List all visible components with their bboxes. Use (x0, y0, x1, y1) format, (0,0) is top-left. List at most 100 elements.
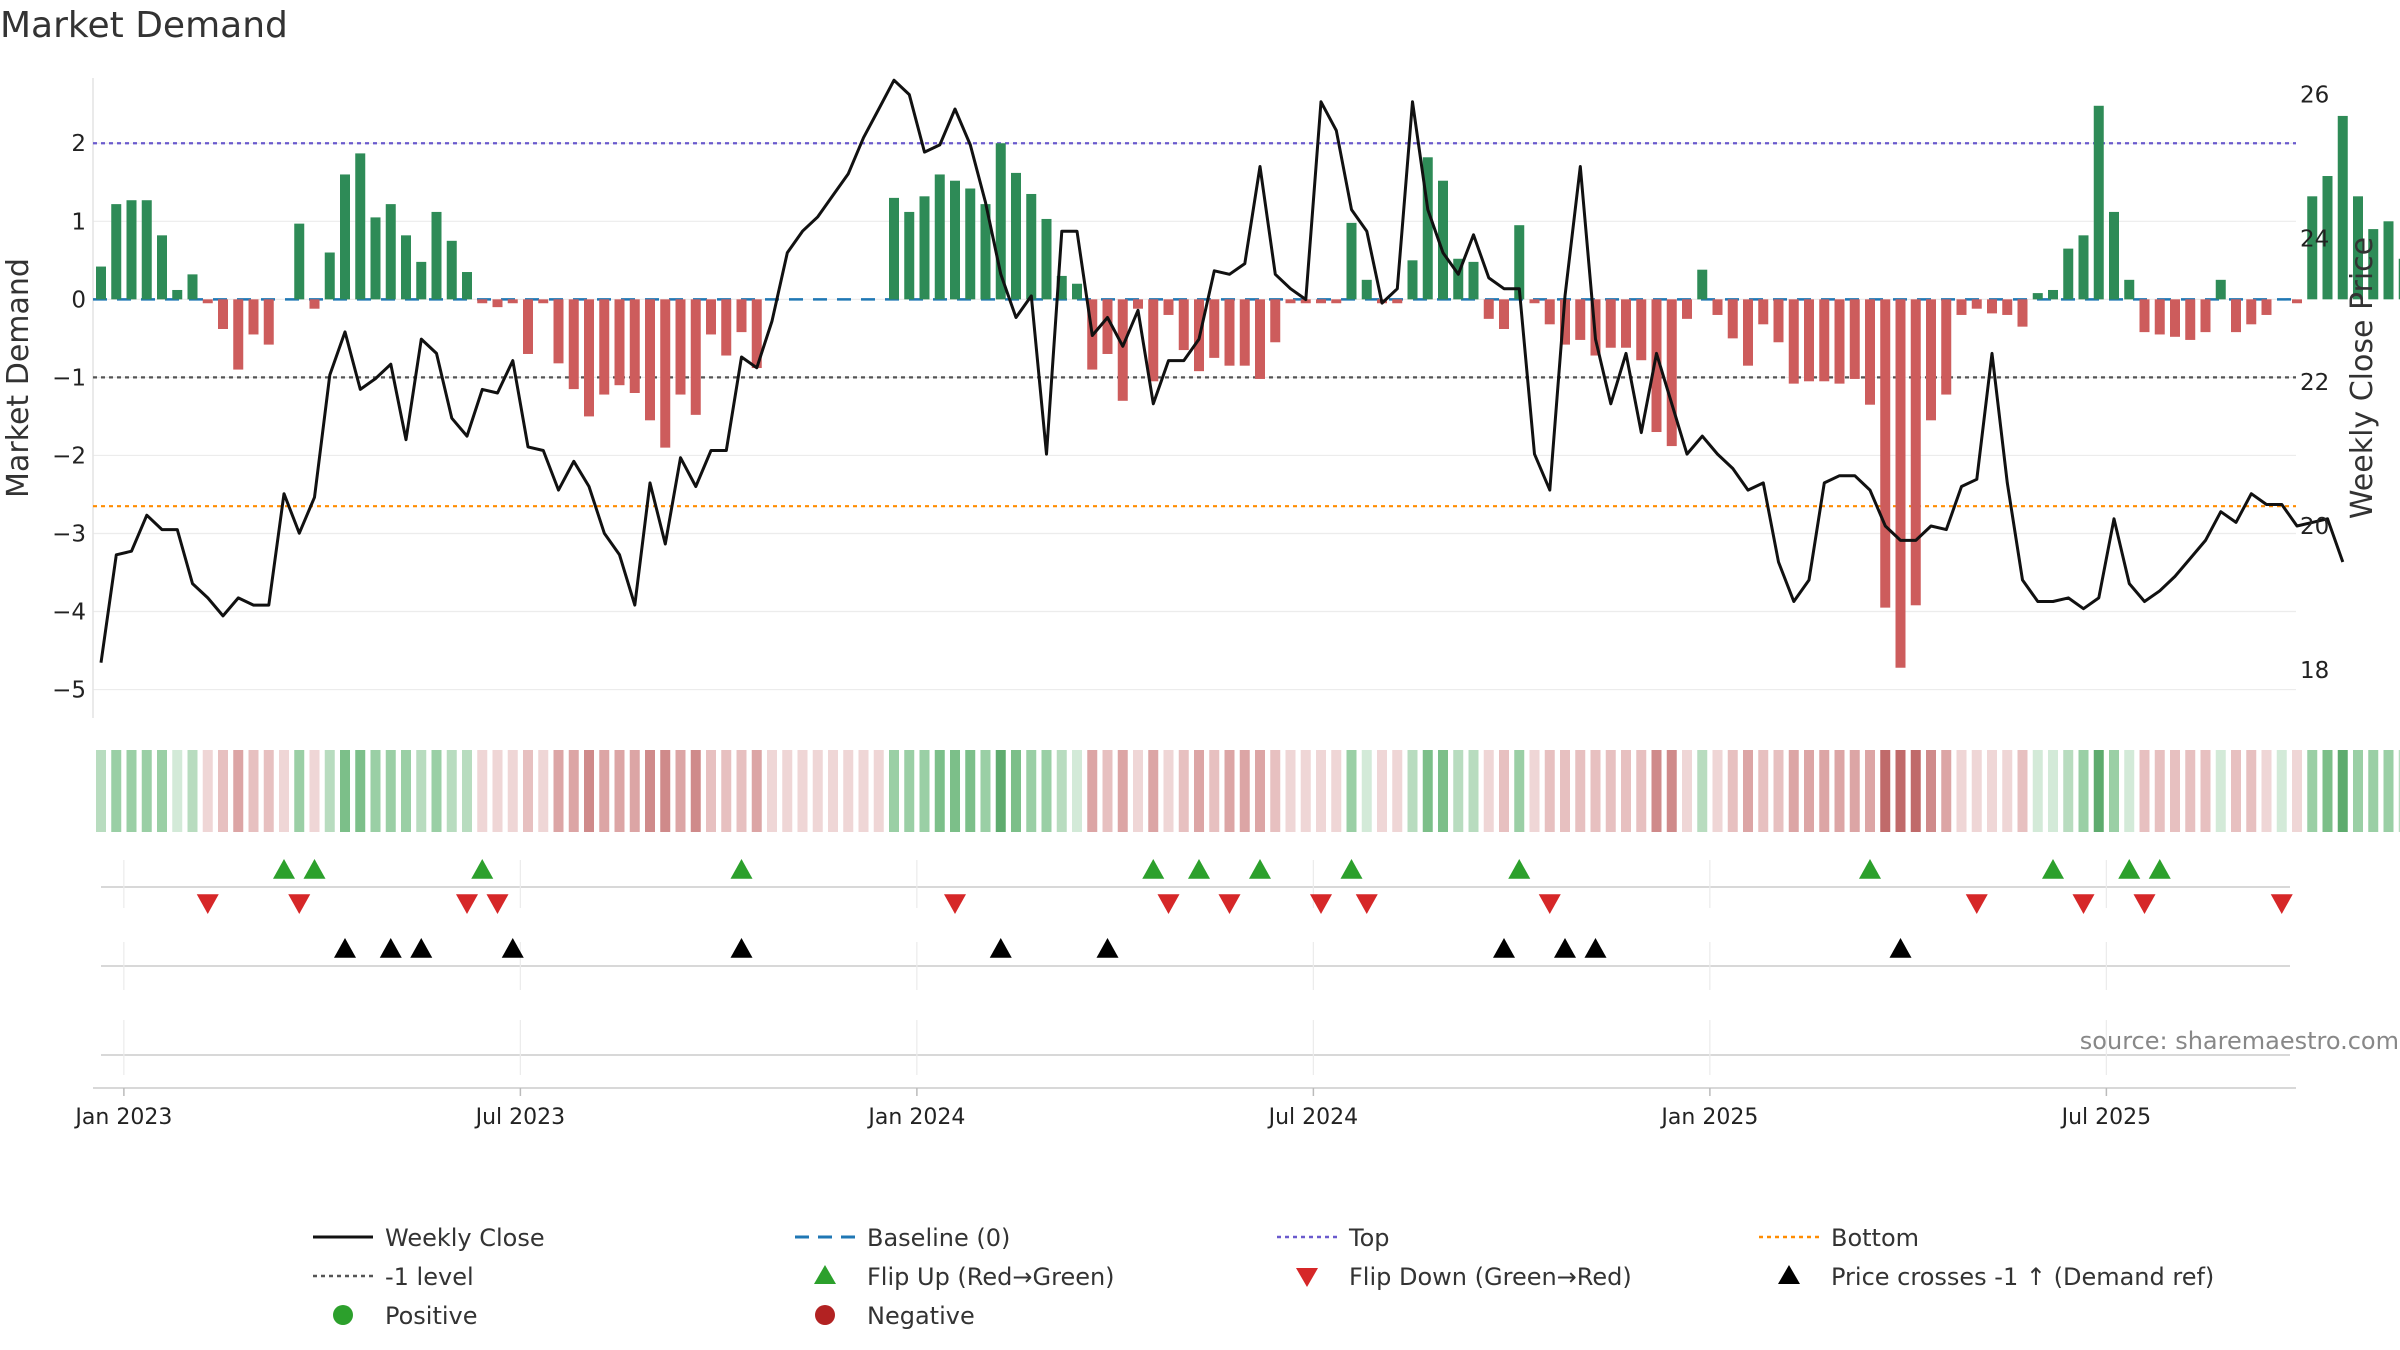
heat-cell (1804, 750, 1814, 832)
demand-bar (1133, 299, 1143, 309)
legend-swatch (1778, 1265, 1800, 1284)
demand-bar (477, 299, 488, 304)
demand-bar (934, 174, 945, 300)
heat-cell (2002, 750, 2013, 832)
demand-bar (1224, 299, 1235, 366)
demand-cross-marker (1889, 938, 1912, 958)
heat-cell (812, 750, 823, 832)
demand-cross-marker (730, 938, 753, 958)
heat-cell (1819, 750, 1830, 832)
heat-cell (584, 750, 594, 832)
heat-cell (843, 750, 854, 832)
demand-bar (2292, 299, 2302, 304)
heat-cell (96, 750, 106, 832)
heat-cell (2032, 750, 2043, 832)
heat-cell (355, 750, 366, 832)
demand-bar (1148, 299, 1159, 382)
heat-cell (538, 750, 549, 832)
demand-bar (2215, 279, 2226, 300)
demand-bar (401, 235, 411, 300)
demand-bar (1041, 218, 1052, 300)
demand-bar (995, 143, 1006, 300)
demand-bar (1804, 299, 1814, 382)
heat-cell (2276, 750, 2287, 832)
legend-item: Baseline (0) (795, 1224, 1010, 1252)
heat-cell (660, 750, 671, 832)
demand-bar (950, 180, 960, 300)
demand-bar (416, 261, 427, 300)
legend-item: Flip Up (Red→Green) (814, 1263, 1115, 1291)
legend-swatch (333, 1305, 353, 1325)
heat-cell (1422, 750, 1433, 832)
legend-item: Weekly Close (313, 1224, 545, 1252)
demand-bar (645, 299, 655, 421)
x-tick-label: Jan 2024 (866, 1105, 965, 1130)
heat-cell (1102, 750, 1113, 832)
y-axis-label: Market Demand (1, 258, 36, 498)
heat-cell (1621, 750, 1631, 832)
demand-bar (1056, 275, 1067, 300)
heat-cell (2170, 750, 2180, 832)
demand-bar (1392, 299, 1403, 304)
y-tick-label: −1 (52, 365, 86, 391)
flip-up-marker (730, 859, 753, 879)
demand-bar (2200, 299, 2211, 333)
demand-bar (1499, 299, 1509, 329)
legend-item: Negative (815, 1302, 975, 1330)
heat-cell (2078, 750, 2089, 832)
heat-cell (965, 750, 976, 832)
heat-cell (980, 750, 991, 832)
demand-bar (584, 299, 594, 417)
flip-down-marker (2072, 894, 2095, 914)
demand-bar (2337, 115, 2348, 300)
demand-cross-marker (501, 938, 524, 958)
heat-cell (370, 750, 381, 832)
heat-cell (1224, 750, 1235, 832)
heat-cell (340, 750, 350, 832)
heat-cell (1895, 750, 1906, 832)
demand-bar (2078, 235, 2089, 300)
demand-bar (1910, 299, 1921, 606)
heat-cell (751, 750, 762, 832)
demand-bar (1422, 157, 1433, 300)
y-tick-label: −3 (52, 521, 86, 547)
demand-bar (706, 299, 716, 335)
flip-down-marker (944, 894, 966, 914)
heat-cell (995, 750, 1006, 832)
heat-cell (477, 750, 488, 832)
demand-bar (1987, 299, 1997, 314)
demand-bar (2383, 221, 2394, 300)
heat-cell (1300, 750, 1311, 832)
demand-bar (355, 153, 366, 300)
demand-bar (675, 299, 686, 395)
demand-bar (1682, 299, 1692, 319)
demand-bar (1956, 299, 1967, 315)
demand-cross-marker (1096, 938, 1119, 958)
heat-cell (1041, 750, 1052, 832)
heat-cell (401, 750, 411, 832)
demand-bar (202, 299, 213, 304)
y-tick-label: −4 (52, 600, 86, 626)
heat-cell (599, 750, 610, 832)
y-tick-label: 0 (71, 287, 86, 313)
heat-cell (2109, 750, 2119, 832)
heat-cell (416, 750, 427, 832)
heat-cell (1880, 750, 1891, 832)
flip-down-marker (1538, 894, 1561, 914)
weekly-close-line (99, 78, 2345, 663)
heat-cell (1666, 750, 1677, 832)
flip-down-marker (2133, 894, 2156, 914)
heat-cell (706, 750, 716, 832)
demand-bar (1865, 299, 1875, 405)
demand-bar (1529, 299, 1540, 304)
flip-up-marker (1859, 859, 1881, 879)
heat-cell (767, 750, 777, 832)
heat-cell (2261, 750, 2272, 832)
demand-bar (507, 299, 518, 304)
heat-cell (1727, 750, 1738, 832)
heat-cell (1712, 750, 1723, 832)
flip-down-marker (1355, 894, 1378, 914)
demand-bar (2032, 293, 2043, 300)
heat-cell (1544, 750, 1555, 832)
heat-cell (553, 750, 564, 832)
